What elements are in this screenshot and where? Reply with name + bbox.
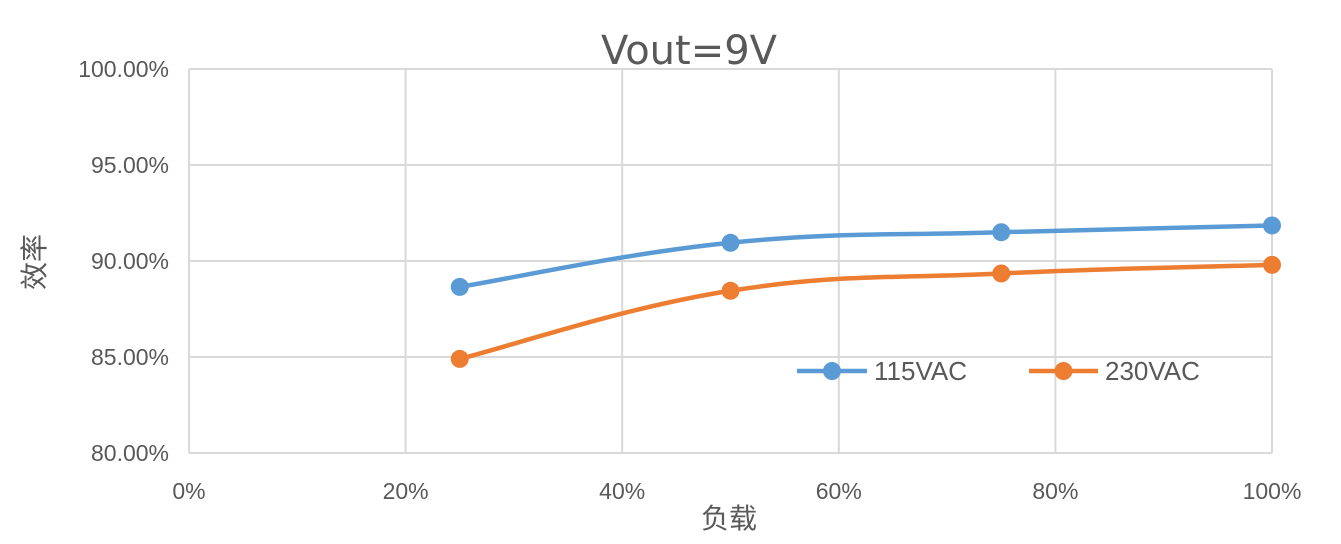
- data-point-230VAC: [1263, 255, 1281, 274]
- legend-label: 230VAC: [1105, 356, 1200, 386]
- chart-title: Vout=9V: [601, 28, 778, 74]
- data-point-230VAC: [992, 264, 1011, 283]
- data-point-230VAC: [450, 349, 469, 368]
- x-tick-label: 20%: [383, 478, 429, 504]
- series-line-115VAC: [457, 223, 1275, 290]
- data-point-115VAC: [450, 277, 469, 296]
- y-tick-label: 85.00%: [91, 344, 169, 370]
- x-tick-label: 60%: [816, 478, 862, 504]
- x-tick-label: 0%: [172, 478, 205, 504]
- y-axis-label: 效率: [18, 234, 51, 290]
- data-point-115VAC: [721, 233, 740, 252]
- y-tick-label: 80.00%: [91, 440, 169, 466]
- y-tick-label: 90.00%: [91, 248, 169, 274]
- legend-swatch-marker: [1054, 362, 1073, 380]
- legend-label: 115VAC: [874, 356, 967, 386]
- x-axis-label: 负载: [701, 502, 757, 535]
- series-line-230VAC: [457, 262, 1275, 362]
- tick-labels: 0% 20% 40% 60% 80% 100% 80.00% 85.00% 90.00% 95.0…: [78, 56, 1301, 504]
- x-tick-label: 80%: [1032, 478, 1078, 504]
- data-point-230VAC: [721, 281, 740, 300]
- x-tick-label: 40%: [599, 478, 645, 504]
- y-tick-label: 95.00%: [91, 152, 169, 178]
- legend-swatch-marker: [823, 362, 841, 380]
- y-tick-label: 100.00%: [78, 56, 169, 82]
- x-tick-label: 100%: [1243, 478, 1302, 504]
- series-layer: [450, 216, 1281, 368]
- legend: 115VAC 230VAC: [797, 356, 1200, 386]
- data-point-115VAC: [992, 223, 1011, 242]
- grid-lines: [188, 68, 1273, 454]
- data-point-115VAC: [1263, 216, 1281, 235]
